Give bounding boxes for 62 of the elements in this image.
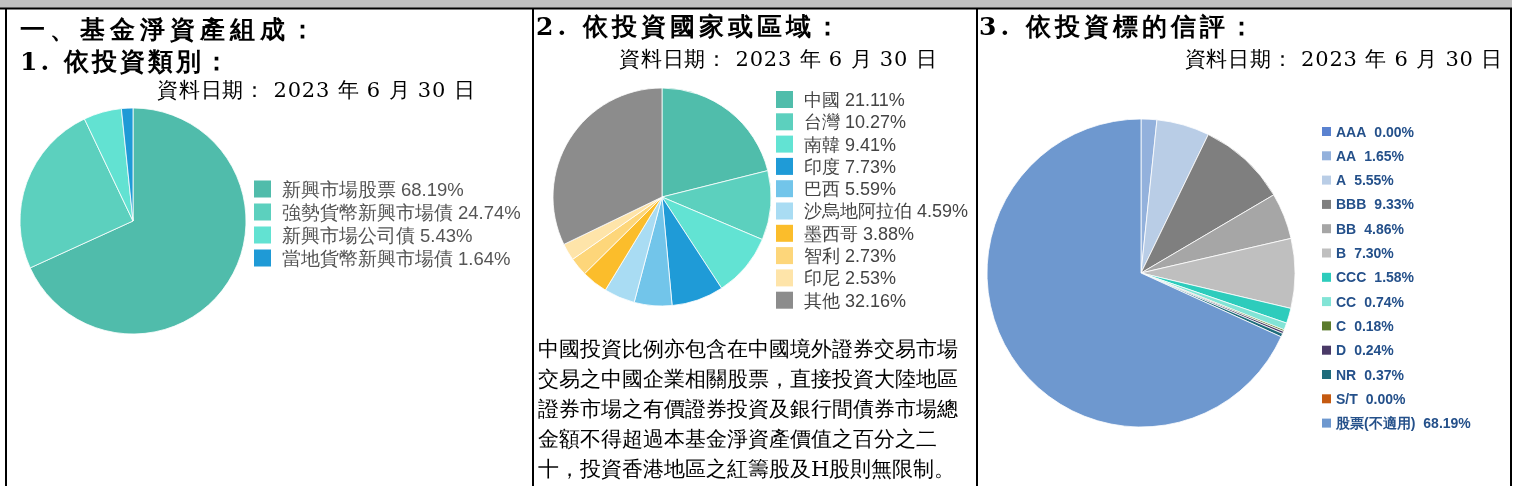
legend-label: A — [1336, 172, 1347, 189]
data-label: 9.41% — [845, 134, 897, 155]
legend-label: CCC — [1336, 269, 1367, 286]
legend-label: 台灣 — [804, 112, 840, 133]
legend-label: S/T — [1336, 390, 1359, 407]
legend-label: 新興市場公司債 — [282, 224, 415, 246]
legend-label: 新興市場股票 — [282, 178, 396, 200]
data-label: 10.27% — [845, 112, 907, 133]
legend-label: 強勢貨幣新興市場債 — [282, 201, 453, 223]
data-label: 32.16% — [845, 290, 907, 311]
data-label: 4.86% — [1364, 220, 1405, 237]
data-label: 7.30% — [1354, 245, 1395, 262]
legend-label: D — [1336, 342, 1347, 359]
data-label: 68.19% — [1423, 415, 1472, 432]
data-label: 1.58% — [1374, 269, 1415, 286]
legend-label: BBB — [1336, 196, 1367, 213]
chart-subtitle: 資料日期： 2023 年 6 月 30 日 — [1184, 47, 1503, 71]
data-label: 0.74% — [1364, 293, 1405, 310]
legend-label: B — [1336, 245, 1347, 262]
legend-label: 印度 — [804, 156, 840, 177]
data-label: 0.37% — [1364, 366, 1405, 383]
chart-subtitle: 資料日期： 2023 年 6 月 30 日 — [157, 78, 476, 102]
data-label: 5.43% — [420, 224, 473, 246]
data-label: 1.64% — [458, 247, 511, 269]
legend-label: AAA — [1336, 123, 1367, 140]
legend-label: 當地貨幣新興市場債 — [282, 247, 453, 269]
data-label: 3.88% — [863, 223, 915, 244]
data-label: 2.73% — [845, 246, 897, 267]
legend-label: 智利 — [804, 246, 840, 267]
text: 中國投資比例亦包含在中國境外證券交易市場交易之中國企業相關股票，直接投資大陸地區證券市場之有價證券投資及銀行間債券市場總金額不得超過本基金淨資產價值之百分之二十，投資香港地區之紅籌股及H股則無限制。 — [538, 336, 959, 483]
data-label: 21.11% — [845, 89, 905, 110]
legend-label: 墨西哥 — [804, 223, 858, 244]
legend-label: 印尼 — [804, 268, 840, 289]
legend-label: BB — [1336, 220, 1357, 237]
data-label: 1.65% — [1364, 147, 1405, 164]
legend-label: 南韓 — [804, 134, 840, 155]
chart-subtitle: 資料日期： 2023 年 6 月 30 日 — [619, 47, 938, 71]
data-label: 7.73% — [845, 156, 897, 177]
data-label: 5.59% — [845, 179, 897, 200]
legend-label: 中國 — [804, 89, 840, 110]
text: 0.00% — [1374, 123, 1415, 140]
text: 0.00% — [1365, 390, 1406, 407]
legend-label: 股票(不適用) — [1335, 415, 1416, 432]
legend-label: C — [1336, 317, 1347, 334]
chart-title: 1. 依投資類別： — [20, 47, 232, 76]
data-label: 68.19% — [401, 178, 464, 200]
legend-label: 巴西 — [804, 179, 840, 200]
legend-label: AA — [1336, 147, 1357, 164]
chart-title: 2. 依投資國家或區域： — [536, 12, 844, 41]
data-label: 0.24% — [1354, 342, 1395, 359]
data-label: 0.18% — [1354, 317, 1395, 334]
legend-label: 沙烏地阿拉伯 — [804, 201, 912, 222]
legend-label: CC — [1336, 293, 1357, 310]
data-label: 5.55% — [1354, 172, 1395, 189]
legend-label: 其他 — [804, 290, 840, 311]
data-label: 2.53% — [845, 268, 897, 289]
data-label: 9.33% — [1374, 196, 1415, 213]
data-label: 4.59% — [917, 201, 969, 222]
data-label: 24.74% — [458, 201, 521, 223]
legend-label: NR — [1336, 366, 1357, 383]
text: 一、基金淨資產組成： — [20, 15, 320, 44]
chart-title: 3. 依投資標的信評： — [979, 12, 1258, 41]
